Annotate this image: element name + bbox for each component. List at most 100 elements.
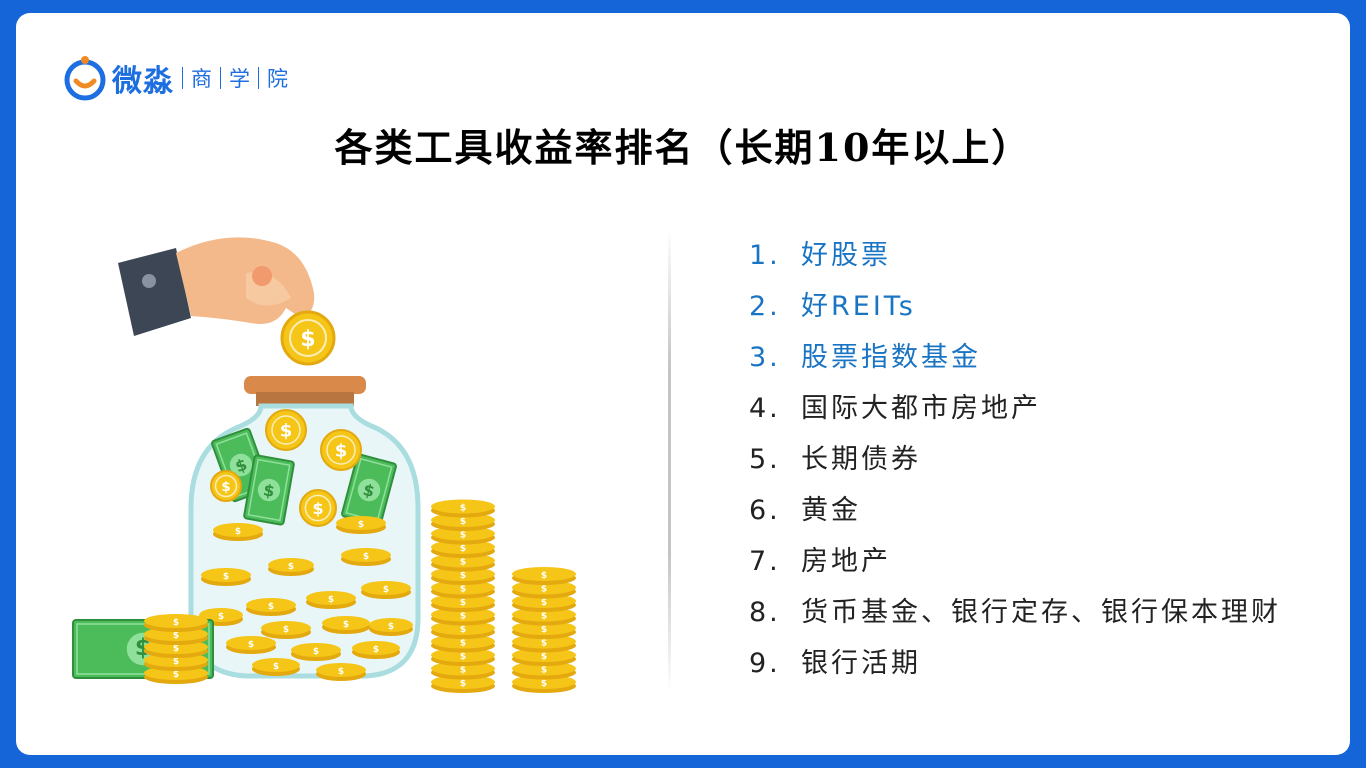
svg-text:$: $ (248, 640, 254, 650)
ranking-item: 1. 好股票 (749, 230, 1281, 281)
coin-icon: $ (226, 636, 276, 654)
svg-text:$: $ (373, 645, 379, 655)
svg-text:$: $ (262, 480, 276, 501)
ranking-item: 6. 黄金 (749, 485, 1281, 536)
brand-name: 微淼 (112, 64, 174, 99)
coin-icon: $ (322, 616, 370, 634)
svg-text:$: $ (460, 612, 466, 622)
svg-text:$: $ (460, 517, 466, 527)
svg-text:$: $ (280, 420, 293, 441)
coin-icon: $ (316, 663, 366, 681)
svg-text:$: $ (460, 666, 466, 676)
svg-text:$: $ (268, 602, 274, 612)
coin-icon: $ (291, 643, 341, 661)
logo-divider (182, 67, 183, 89)
ranking-label: 黄金 (801, 495, 861, 526)
ranking-number: 6. (749, 495, 781, 526)
ranking-number: 3. (749, 342, 781, 373)
coin-icon: $ (268, 558, 314, 576)
coin-icon: $ (210, 470, 242, 502)
svg-text:$: $ (541, 571, 547, 581)
svg-text:$: $ (541, 585, 547, 595)
ranking-label: 长期债券 (801, 444, 921, 475)
svg-text:$: $ (460, 531, 466, 541)
slide-card: 微淼 商 学 院 各类工具收益率排名（长期10年以上） $ (16, 13, 1350, 755)
coin-icon: $ (213, 523, 263, 541)
svg-text:$: $ (288, 562, 294, 572)
svg-text:$: $ (223, 572, 229, 582)
svg-text:$: $ (235, 527, 241, 537)
svg-text:$: $ (313, 647, 319, 657)
ranking-label: 银行活期 (801, 648, 921, 679)
ranking-item: 9. 银行活期 (749, 638, 1281, 689)
svg-text:$: $ (460, 652, 466, 662)
svg-text:$: $ (383, 585, 389, 595)
svg-text:$: $ (460, 625, 466, 635)
ranking-number: 1. (749, 240, 781, 271)
ranking-item: 2. 好REITs (749, 281, 1281, 332)
svg-text:$: $ (363, 552, 369, 562)
logo-divider (258, 67, 259, 89)
svg-text:$: $ (541, 598, 547, 608)
coin-icon: $ (144, 614, 208, 632)
coin-icon: $ (252, 658, 300, 676)
svg-text:$: $ (460, 598, 466, 608)
svg-text:$: $ (541, 625, 547, 635)
ranking-label: 国际大都市房地产 (801, 393, 1041, 424)
ranking-number: 8. (749, 597, 781, 628)
ranking-label: 好REITs (801, 291, 916, 322)
svg-text:$: $ (541, 679, 547, 689)
coin-icon: $ (299, 489, 337, 527)
dollar-bill-icon: $ (341, 453, 397, 527)
coin-icon: $ (369, 618, 413, 636)
ranking-label: 好股票 (801, 240, 891, 271)
logo-divider (220, 67, 221, 89)
ranking-number: 4. (749, 393, 781, 424)
svg-text:$: $ (173, 670, 179, 680)
ranking-item: 8. 货币基金、银行定存、银行保本理财 (749, 587, 1281, 638)
svg-text:$: $ (312, 499, 323, 518)
coin-icon: $ (341, 548, 391, 566)
ranking-list: 1. 好股票 2. 好REITs 3. 股票指数基金 4. 国际大都市房地产 5. 长期债券 6. 黄… (749, 230, 1281, 689)
vertical-divider (668, 228, 671, 693)
ranking-item: 5. 长期债券 (749, 434, 1281, 485)
svg-text:$: $ (361, 480, 377, 501)
coin-icon: $ (265, 409, 307, 451)
coin-icon: $ (361, 581, 411, 599)
coin-icon: $ (246, 598, 296, 616)
svg-text:$: $ (283, 625, 289, 635)
svg-text:$: $ (335, 440, 348, 461)
svg-text:$: $ (541, 612, 547, 622)
coin-icon: $ (431, 499, 495, 518)
smile-logo-icon (62, 55, 108, 101)
svg-text:$: $ (460, 558, 466, 568)
svg-text:$: $ (328, 595, 334, 605)
page-title: 各类工具收益率排名（长期10年以上） (334, 125, 1032, 170)
ranking-label: 房地产 (801, 546, 891, 577)
svg-text:$: $ (460, 679, 466, 689)
svg-text:$: $ (541, 639, 547, 649)
coin-icon: $ (336, 516, 386, 534)
svg-text:$: $ (300, 327, 315, 352)
brand-logo: 微淼 商 学 院 (62, 53, 288, 103)
dollar-bill-icon: $ (243, 454, 295, 526)
money-jar-illustration: $ $ $ $ $ $ $ $ $ $ $ $ $ $ $ $ $ $ $ $ $ $ $ $ $ $ $ $ $ $ $ $ $ $ $ $ $ $… (46, 218, 606, 698)
ranking-item: 7. 房地产 (749, 536, 1281, 587)
svg-text:$: $ (388, 622, 394, 632)
svg-text:$: $ (460, 544, 466, 554)
svg-text:$: $ (343, 620, 349, 630)
svg-text:$: $ (460, 504, 466, 514)
svg-text:$: $ (173, 644, 179, 654)
ranking-item: 3. 股票指数基金 (749, 332, 1281, 383)
ranking-number: 9. (749, 648, 781, 679)
coin-icon: $ (352, 641, 400, 659)
coin-icon: $ (201, 568, 251, 586)
coin-icon: $ (306, 591, 356, 609)
brand-sub-2: 学 (229, 67, 250, 91)
svg-text:$: $ (460, 571, 466, 581)
coin-icon: $ (261, 621, 311, 639)
svg-text:$: $ (221, 479, 230, 495)
coin-icon: $ (320, 429, 362, 471)
svg-text:$: $ (358, 520, 364, 530)
coin-icon: $ (280, 310, 336, 366)
